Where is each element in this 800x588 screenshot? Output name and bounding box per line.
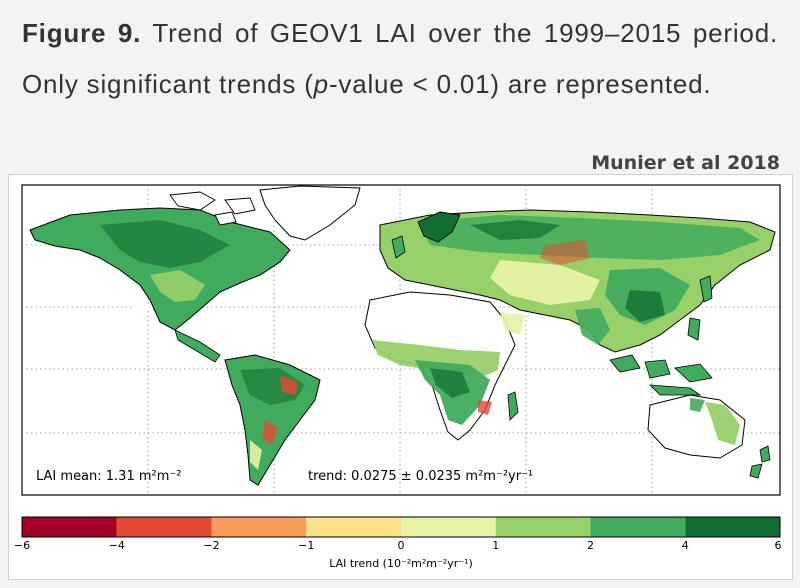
caption-text-2: -value < 0.01) are represented.: [328, 69, 712, 99]
colorbar-tick-5: 0: [398, 539, 405, 552]
se-asia-islands: [609, 317, 713, 396]
colorbar-tick-6: 1: [492, 539, 499, 552]
colorbar-tick-2: −4: [109, 539, 125, 552]
colorbar-title: LAI trend (10⁻²m²m⁻²yr⁻¹): [329, 557, 473, 570]
caption-p-italic: p: [313, 69, 329, 99]
colorbar-tick-3: −2: [203, 539, 219, 552]
colorbar-tick-8: 4: [682, 539, 689, 552]
colorbar-tick-9: 6: [775, 539, 782, 552]
colorbar-tick-1: −6: [14, 539, 30, 552]
colorbar-segment-2: [116, 517, 212, 537]
colorbar-segment-3: [211, 517, 307, 537]
colorbar-segment-1: [22, 517, 117, 537]
scandinavia: [417, 211, 461, 243]
credit-label: Munier et al 2018: [591, 152, 780, 174]
caption-text-1: Trend of GEOV1 LAI over the 1999–2015 pe…: [22, 18, 778, 99]
lai-mean-label: LAI mean: 1.31 m²m⁻²: [36, 469, 181, 484]
japan: [699, 275, 713, 303]
eurasia: [379, 209, 776, 353]
colorbar-tick-4: −1: [298, 539, 314, 552]
madagascar: [507, 391, 519, 421]
arctic-islands: [169, 191, 256, 226]
colorbar-segment-8: [685, 517, 780, 537]
colorbar-segment-4: [306, 517, 401, 537]
new-zealand: [749, 445, 771, 479]
south-america: [224, 354, 321, 486]
colorbar-segment-7: [590, 517, 686, 537]
africa: [364, 291, 525, 441]
figure-label: Figure 9.: [22, 18, 142, 48]
figure-caption: Figure 9. Trend of GEOV1 LAI over the 19…: [22, 8, 778, 110]
world-map: LAI mean: 1.31 m²m⁻² trend: 0.0275 ± 0.0…: [21, 184, 781, 496]
colorbar-segment-5: [401, 517, 496, 537]
british-isles: [391, 235, 406, 259]
colorbar-border: [21, 516, 781, 538]
colorbar-tick-7: 2: [587, 539, 594, 552]
greenland: [259, 185, 361, 241]
north-america: [29, 207, 291, 363]
trend-label: trend: 0.0275 ± 0.0235 m²m⁻²yr⁻¹: [308, 469, 533, 484]
colorbar: −6 −4 −2 −1 0 1 2 4 6 LAI trend (10⁻²m²m…: [14, 516, 782, 570]
colorbar-segment-6: [495, 517, 591, 537]
australia: [647, 394, 746, 459]
